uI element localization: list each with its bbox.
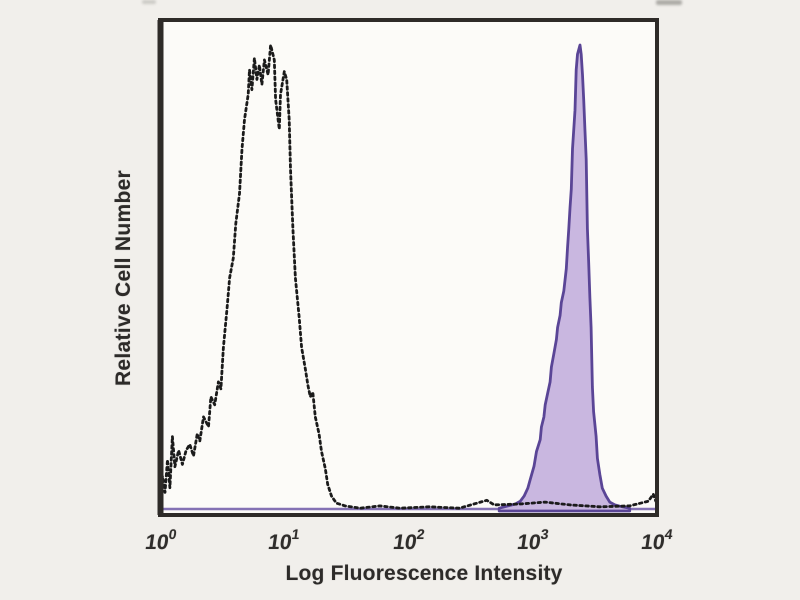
x-tick-1e4: 104: [639, 526, 674, 554]
x-tick-1e0: 100: [143, 526, 178, 554]
x-tick-1e2: 102: [391, 526, 426, 554]
x-tick-1e3: 103: [515, 526, 550, 554]
cropped-edge-artifact: [656, 0, 682, 5]
x-axis-label: Log Fluorescence Intensity: [285, 562, 563, 585]
y-axis-label: Relative Cell Number: [112, 169, 135, 387]
stained-sample-curve: [497, 43, 632, 513]
x-tick-1e1: 101: [266, 526, 301, 554]
negative-control-curve: [158, 43, 658, 510]
cropped-edge-artifact: [142, 0, 156, 4]
